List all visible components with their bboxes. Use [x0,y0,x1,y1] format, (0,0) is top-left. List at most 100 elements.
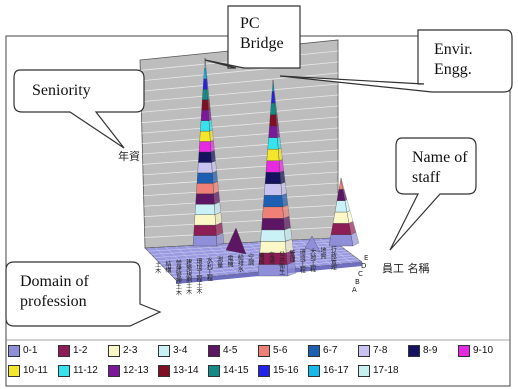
legend-label: 14-15 [223,365,249,376]
legend-label: 6-7 [323,345,338,356]
band [263,195,283,207]
callout-pc-bridge: PC Bridge [204,5,301,69]
band [260,229,286,242]
band-side [284,227,293,242]
legend-label: 11-12 [73,365,98,376]
category-tick-label: 環境工程土木 [195,258,202,295]
category-tick-label: 營建管理土木 [174,259,181,297]
z-tick-label: E [364,254,368,262]
legend-item: 9-10 [458,344,493,358]
legend-label: 1-2 [73,345,88,356]
band [328,234,354,247]
peak-right [328,177,360,247]
minor-bump [225,227,247,255]
legend-swatch [158,345,170,357]
callout-domain-text: Domain of profession [20,273,90,310]
category-tick-label: 管理 [288,249,295,262]
legend-item: 15-16 [258,364,299,378]
legend-item: 17-18 [358,364,399,378]
minor-bump [304,235,321,253]
callout-domain-of-profession: Domain of profession [5,261,162,327]
band-side [212,170,218,184]
legend-label: 2-3 [123,345,138,356]
legend-label: 0-1 [23,345,38,356]
category-tick-label: 測量 [216,256,223,270]
legend-swatch [208,345,220,357]
callout-seniority-text: Seniority [32,82,91,99]
category-tick-label: 結構 [164,260,171,274]
legend-item: 1-2 [58,344,87,358]
legend-item: 8-9 [408,344,437,358]
peak-envir-engg [257,79,297,277]
callout-pc-bridge-text: PC Bridge [240,15,284,52]
band-side [211,160,217,174]
legend-label: 13-14 [173,365,199,376]
legend-label: 17-18 [373,365,399,376]
legend-swatch [108,345,120,357]
band [192,235,218,247]
category-tick-label: 地質 [319,247,326,261]
category-tick-labels: 土木 結構 營建管理土木 建築規劃土木 環境工程土木 水利工程 測量 電機 給排水 空調 機械 交通公… [154,246,337,297]
band [200,110,210,121]
band [198,141,212,153]
band [201,99,209,111]
band [330,223,352,235]
category-tick-label: 土木 [154,261,161,275]
legend-swatch [208,365,220,377]
category-tick-label: 行政管理 [329,246,336,271]
legend-swatch [308,365,320,377]
category-tick-label: 給排水 [236,254,243,273]
legend-item: 14-15 [208,364,249,378]
band [264,183,282,196]
category-tick-label: 公共衛生 [278,251,285,275]
legend-item: 4-5 [208,344,237,358]
legend-label: 16-17 [323,365,349,376]
legend-label: 10-11 [23,365,48,376]
legend-label: 7-8 [373,345,388,356]
band [196,172,214,184]
band [269,114,277,127]
band [262,206,284,219]
band-side [272,79,275,92]
legend-swatch [58,365,70,377]
band [268,125,278,138]
callout-envir-engg-text: Envir. Engg. [434,41,473,78]
band [198,151,212,163]
y-axis-label: 年資 [118,149,140,163]
callout-envir-engg: Envir. Engg. [279,29,513,93]
z-axis-label: 員工 名稱 [382,261,430,275]
legend-label: 3-4 [173,345,188,356]
legend-swatch [8,365,20,377]
legend-item: 2-3 [108,344,137,358]
legend-swatch [108,365,120,377]
category-tick-label: 大地工程 [309,248,316,274]
legend-swatch [258,365,270,377]
category-tick-label: 電機 [226,255,233,268]
legend-swatch [58,345,70,357]
band-side [212,181,219,194]
band [332,211,350,224]
legend: 0-1 1-2 2-3 3-4 4-5 5-6 6-7 7-8 8-9 9-10 10-11 11-1… [8,344,516,388]
legend-item: 13-14 [158,364,199,378]
legend-item: 6-7 [308,344,337,358]
band [200,120,210,132]
callout-seniority: Seniority [13,69,145,149]
legend-swatch [358,345,370,357]
band [264,172,282,184]
data-peaks [192,57,360,277]
band [266,149,280,161]
category-tick-label: 建築規劃土木 [185,258,192,296]
band [195,193,215,205]
callout-name-of-staff: Name of staff [389,137,477,251]
z-tick-label: B [355,278,360,286]
legend-label: 8-9 [423,345,438,356]
legend-label: 15-16 [273,365,299,376]
band [199,130,211,142]
legend-item: 12-13 [108,364,149,378]
legend-swatch [408,345,420,357]
band [197,162,213,174]
band [194,204,216,215]
